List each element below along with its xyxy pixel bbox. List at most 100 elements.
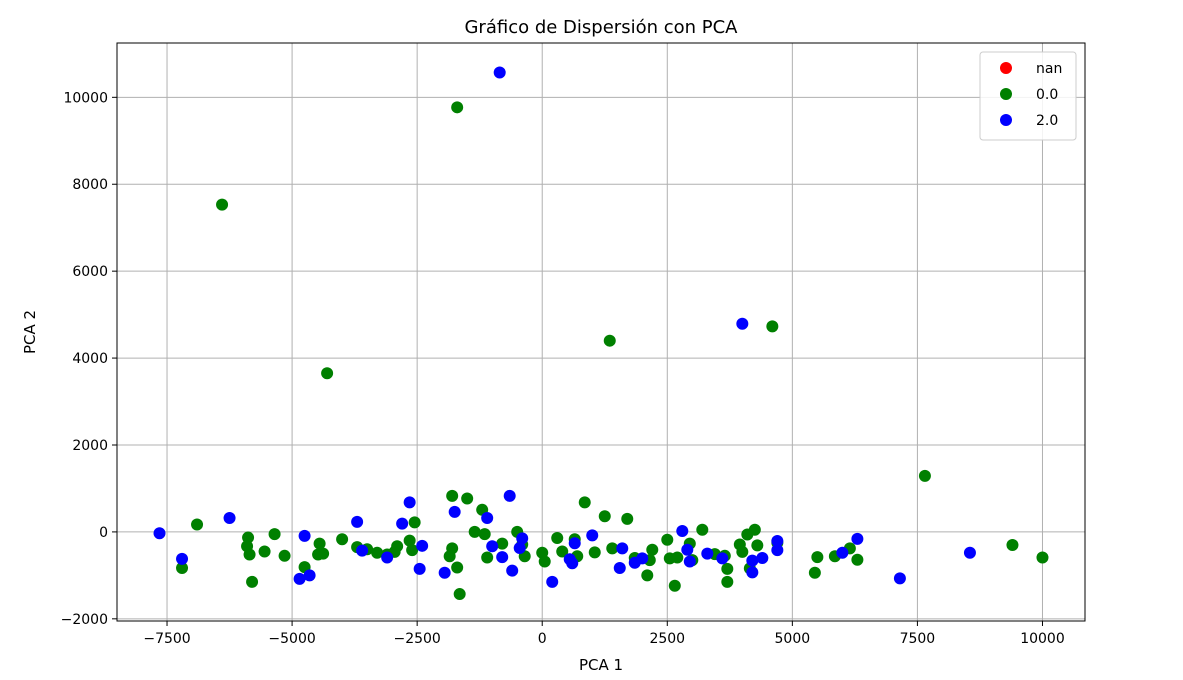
data-point: [223, 512, 236, 525]
data-point: [321, 367, 334, 380]
data-point: [546, 575, 559, 588]
legend-label: 2.0: [1036, 113, 1058, 129]
data-point: [303, 569, 316, 582]
data-point: [836, 546, 849, 559]
x-tick-label: −5000: [268, 631, 315, 647]
data-point: [721, 575, 734, 588]
x-tick-label: −2500: [393, 631, 440, 647]
data-point: [851, 553, 864, 566]
data-point: [242, 531, 255, 544]
data-point: [963, 546, 976, 559]
data-point: [676, 525, 689, 538]
y-tick-label: 6000: [72, 264, 108, 280]
data-point: [736, 317, 749, 330]
data-point: [606, 542, 619, 555]
data-point: [696, 523, 709, 536]
data-point: [551, 531, 564, 544]
data-point: [568, 537, 581, 550]
data-point: [478, 528, 491, 541]
data-point: [756, 551, 769, 564]
data-point: [661, 533, 674, 546]
data-point: [506, 564, 519, 577]
data-point: [408, 516, 421, 529]
data-point: [216, 198, 229, 211]
data-point: [681, 543, 694, 556]
data-point: [371, 546, 384, 559]
data-point: [513, 541, 526, 554]
data-point: [701, 547, 714, 560]
x-axis-label: PCA 1: [579, 656, 623, 674]
data-point: [451, 561, 464, 574]
data-point: [413, 562, 426, 575]
data-point: [446, 542, 459, 555]
data-point: [893, 572, 906, 585]
data-point: [317, 547, 330, 560]
data-point: [403, 496, 416, 509]
x-tick-label: 7500: [900, 631, 936, 647]
data-point: [621, 512, 634, 525]
x-tick-label: −7500: [143, 631, 190, 647]
data-point: [566, 557, 579, 570]
data-point: [736, 545, 749, 558]
x-tick-label: 10000: [1020, 631, 1065, 647]
data-point: [1006, 538, 1019, 551]
data-point: [351, 515, 364, 528]
legend-marker: [1000, 62, 1012, 74]
data-point: [603, 334, 616, 347]
data-point: [481, 512, 494, 525]
data-point: [578, 496, 591, 509]
data-point: [746, 554, 759, 567]
data-point: [486, 540, 499, 553]
data-point: [721, 562, 734, 575]
data-point: [176, 561, 189, 574]
data-point: [671, 551, 684, 564]
data-point: [811, 551, 824, 564]
data-point: [613, 561, 626, 574]
data-point: [646, 543, 659, 556]
legend-marker: [1000, 114, 1012, 126]
data-point: [808, 566, 821, 579]
y-tick-label: 8000: [72, 177, 108, 193]
y-tick-label: 10000: [63, 90, 108, 106]
data-point: [416, 539, 429, 552]
legend-label: nan: [1036, 61, 1062, 77]
data-point: [616, 542, 629, 555]
x-tick-label: 2500: [649, 631, 685, 647]
data-point: [461, 492, 474, 505]
data-point: [396, 517, 409, 530]
data-point: [588, 546, 601, 559]
data-point: [598, 510, 611, 523]
data-point: [683, 555, 696, 568]
y-axis: −2000 0 2000 4000 6000 8000 10000: [61, 90, 117, 628]
data-point: [636, 552, 649, 565]
data-point: [538, 555, 551, 568]
data-point: [403, 534, 416, 547]
y-tick-label: −2000: [61, 612, 108, 628]
data-point: [496, 551, 509, 564]
data-point: [641, 569, 654, 582]
data-point: [746, 566, 759, 579]
data-point: [446, 489, 459, 502]
data-point: [336, 533, 349, 546]
x-tick-label: 5000: [775, 631, 811, 647]
data-point: [1036, 551, 1049, 564]
data-point: [451, 101, 464, 114]
legend-label: 0.0: [1036, 87, 1058, 103]
data-point: [503, 489, 516, 502]
data-point: [516, 532, 529, 545]
data-point: [176, 552, 189, 565]
data-point: [716, 552, 729, 565]
data-point: [258, 545, 271, 558]
data-point: [453, 588, 466, 601]
x-tick-label: 0: [538, 631, 547, 647]
data-points: [153, 66, 1049, 601]
data-point: [851, 532, 864, 545]
data-point: [448, 505, 461, 518]
data-point: [313, 537, 326, 550]
data-point: [751, 539, 764, 552]
data-point: [496, 537, 509, 550]
data-point: [481, 551, 494, 564]
data-point: [771, 535, 784, 548]
